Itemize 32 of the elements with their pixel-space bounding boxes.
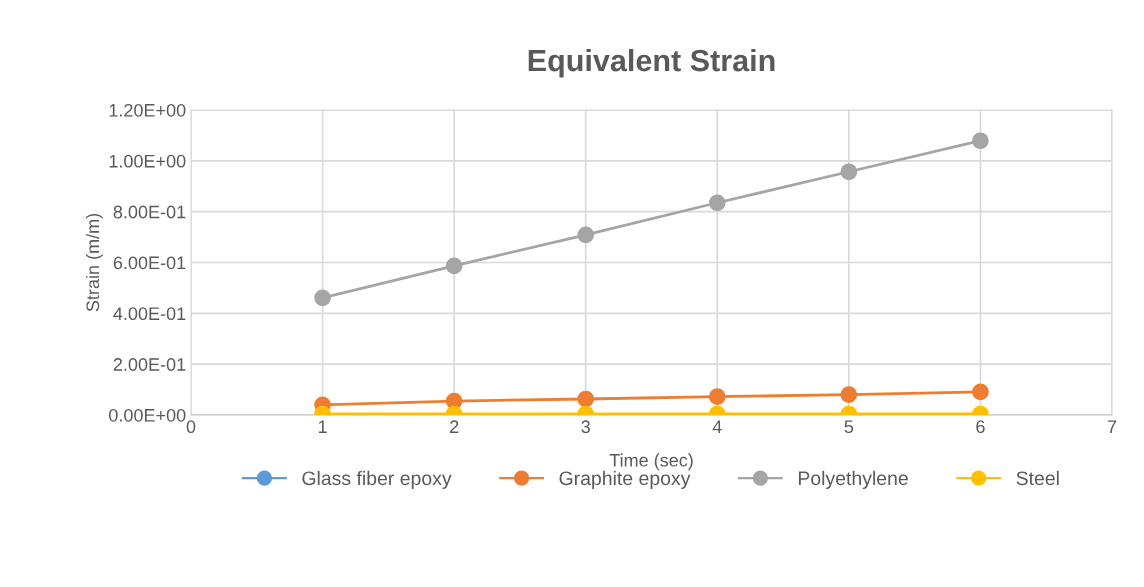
y-tick-label: 2.00E-01 xyxy=(113,358,186,371)
chart-title: Equivalent Strain xyxy=(528,48,775,78)
legend-label: Glass fiber epoxy xyxy=(302,470,452,489)
x-tick-label: 2 xyxy=(450,420,459,433)
y-tick-label: 6.00E-01 xyxy=(113,256,186,270)
x-tick-label: 3 xyxy=(581,420,590,434)
x-tick-label: 6 xyxy=(976,420,985,434)
legend-label: Polyethylene xyxy=(798,470,908,489)
point xyxy=(445,257,463,275)
point xyxy=(577,390,595,408)
point xyxy=(972,383,989,401)
y-tick-label: 1.00E+00 xyxy=(109,154,186,168)
point xyxy=(840,386,858,404)
point xyxy=(972,132,989,150)
x-tick-label: 4 xyxy=(712,420,722,433)
x-tick-label: 0 xyxy=(186,420,196,434)
legend-label: Steel xyxy=(1016,470,1059,486)
x-tick-label: 1 xyxy=(318,420,327,433)
point xyxy=(314,289,331,307)
point xyxy=(708,388,726,406)
legend-label: Graphite epoxy xyxy=(559,470,691,489)
y-axis-title: Strain (m/m) xyxy=(85,213,103,312)
y-tick-label: 0.00E+00 xyxy=(109,408,186,422)
x-axis-title: Time (sec) xyxy=(609,453,693,471)
y-tick-label: 1.20E+00 xyxy=(109,103,186,117)
x-tick-label: 7 xyxy=(1107,420,1117,433)
point xyxy=(577,226,595,244)
y-tick-label: 4.00E-01 xyxy=(113,307,186,321)
y-tick-label: 8.00E-01 xyxy=(113,205,186,219)
x-tick-label: 5 xyxy=(844,420,854,434)
point xyxy=(840,163,858,181)
point xyxy=(708,194,726,212)
